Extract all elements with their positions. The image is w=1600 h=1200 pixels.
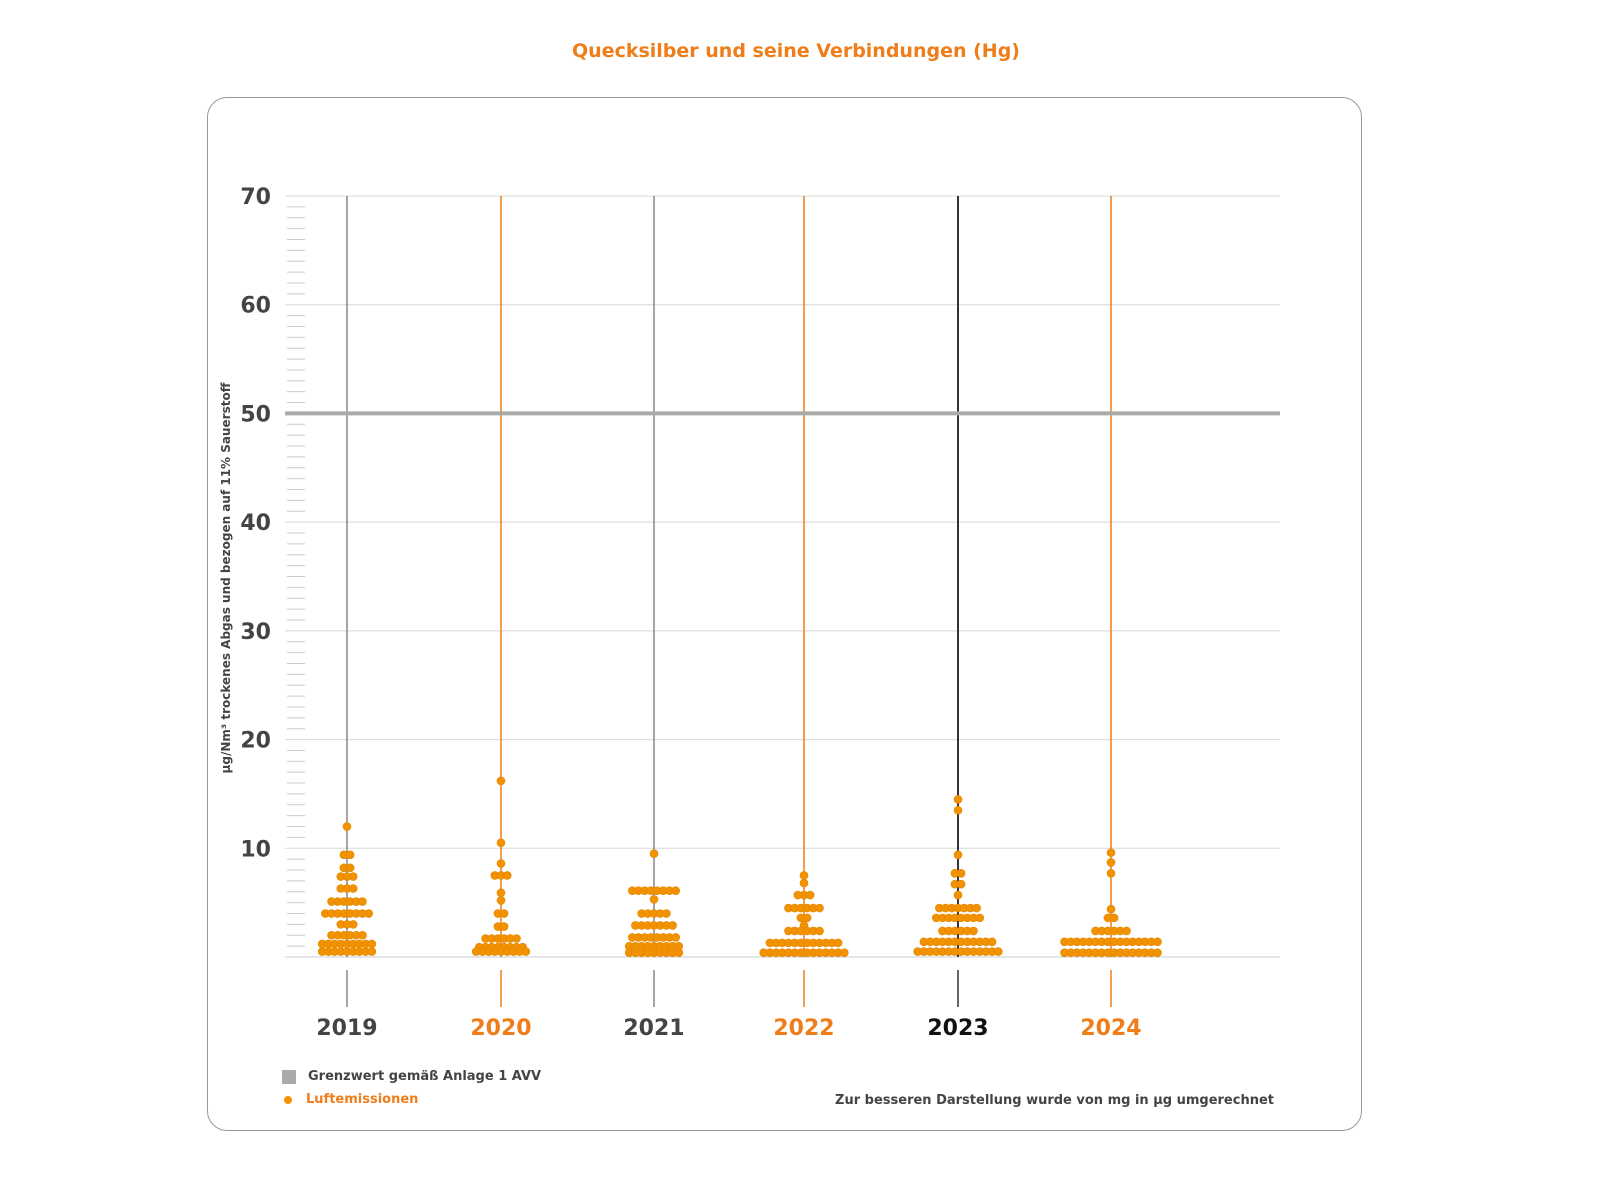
legend-limit: Grenzwert gemäß Anlage 1 AVV xyxy=(282,1069,541,1084)
emission-dot xyxy=(521,947,531,956)
emission-dot xyxy=(802,913,812,923)
emission-dot xyxy=(512,934,521,943)
chart-card xyxy=(207,97,1362,1131)
y-tick-label: 60 xyxy=(240,294,271,319)
legend-emissions: Luftemissionen xyxy=(284,1092,418,1107)
emission-dot xyxy=(367,939,377,949)
emission-dot xyxy=(993,947,1003,956)
emission-dot xyxy=(799,878,809,888)
x-tick-label: 2021 xyxy=(623,1016,684,1041)
emission-dot xyxy=(833,938,843,948)
emission-dot xyxy=(815,903,824,913)
emission-dot xyxy=(649,849,659,859)
emission-dot xyxy=(496,888,506,898)
emission-dot xyxy=(953,795,963,804)
emission-dot xyxy=(348,872,358,881)
legend-square-icon xyxy=(282,1069,296,1084)
emission-dot xyxy=(1106,868,1116,878)
emission-dot xyxy=(1153,937,1162,947)
emission-dot xyxy=(671,933,681,942)
emission-dot xyxy=(805,890,815,900)
y-tick-label: 70 xyxy=(240,185,271,210)
emission-dot xyxy=(345,863,355,873)
emission-dot xyxy=(364,909,374,918)
emission-dot xyxy=(1106,848,1116,857)
emission-dot xyxy=(969,926,978,936)
emission-dot xyxy=(839,948,849,957)
emission-dot xyxy=(342,822,352,831)
emission-dot xyxy=(799,871,809,880)
emission-dot xyxy=(496,838,506,848)
emission-dot xyxy=(499,909,509,918)
emission-dot xyxy=(1122,926,1131,936)
emission-dot xyxy=(1109,913,1119,923)
y-tick-label: 50 xyxy=(240,402,271,427)
legend-limit-label: Grenzwert gemäß Anlage 1 AVV xyxy=(308,1069,542,1084)
emission-dot xyxy=(668,921,677,930)
emission-dot xyxy=(496,776,506,786)
emission-dot xyxy=(953,850,963,860)
x-tick-label: 2023 xyxy=(927,1016,988,1041)
emission-dot xyxy=(956,879,966,889)
y-tick-label: 30 xyxy=(240,620,271,645)
x-tick-label: 2019 xyxy=(316,1016,377,1041)
emission-dot xyxy=(502,871,512,880)
legend-emissions-label: Luftemissionen xyxy=(306,1092,419,1107)
emission-dot xyxy=(345,850,355,860)
conversion-note: Zur besseren Darstellung wurde von mg in… xyxy=(835,1093,1274,1108)
emission-dot xyxy=(671,886,681,895)
y-axis-label: µg/Nm³ trockenes Abgas und bezogen auf 1… xyxy=(219,382,233,774)
y-tick-label: 20 xyxy=(240,729,271,754)
emission-dot xyxy=(972,903,981,913)
emission-dot xyxy=(953,805,963,815)
emission-dot xyxy=(975,913,985,923)
chart-title: Quecksilber und seine Verbindungen (Hg) xyxy=(572,40,1020,62)
emission-dot xyxy=(674,948,684,957)
emission-dot xyxy=(358,897,367,906)
x-tick-label: 2022 xyxy=(773,1016,834,1041)
emission-dot xyxy=(499,922,509,931)
emission-dot xyxy=(662,909,671,918)
emission-dot xyxy=(358,930,367,940)
emission-dot xyxy=(953,890,963,900)
x-tick-label: 2020 xyxy=(470,1016,531,1041)
y-tick-label: 40 xyxy=(240,511,271,536)
emission-dot xyxy=(348,920,358,929)
emission-dot xyxy=(956,868,966,878)
emission-dot xyxy=(1153,948,1162,957)
emission-dot xyxy=(815,926,824,936)
emission-dot xyxy=(1106,904,1116,914)
emission-dot xyxy=(1106,858,1116,867)
x-tick-label: 2024 xyxy=(1080,1016,1141,1041)
emission-dot xyxy=(348,884,358,893)
emission-dot xyxy=(496,896,506,905)
legend-dot-icon xyxy=(284,1095,292,1104)
emission-dot xyxy=(496,859,506,868)
y-tick-label: 10 xyxy=(240,837,271,862)
emission-dot xyxy=(367,947,377,956)
emission-dot xyxy=(649,895,659,904)
emission-dot xyxy=(987,937,997,947)
